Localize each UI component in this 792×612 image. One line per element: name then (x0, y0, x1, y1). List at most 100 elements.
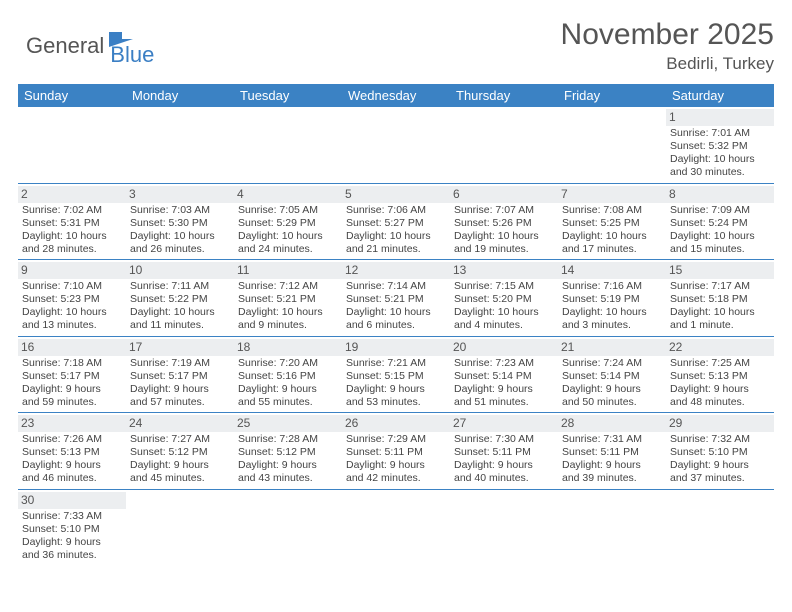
sunset-line: Sunset: 5:24 PM (670, 217, 770, 230)
sunset-line: Sunset: 5:21 PM (238, 293, 338, 306)
sunrise-line: Sunrise: 7:33 AM (22, 510, 122, 523)
calendar-cell: 22Sunrise: 7:25 AMSunset: 5:13 PMDayligh… (666, 337, 774, 413)
calendar-cell: 24Sunrise: 7:27 AMSunset: 5:12 PMDayligh… (126, 413, 234, 489)
sunrise-line: Sunrise: 7:28 AM (238, 433, 338, 446)
sunrise-line: Sunrise: 7:08 AM (562, 204, 662, 217)
calendar-cell: 26Sunrise: 7:29 AMSunset: 5:11 PMDayligh… (342, 413, 450, 489)
calendar-cell: 1Sunrise: 7:01 AMSunset: 5:32 PMDaylight… (666, 107, 774, 183)
calendar-cell-blank (342, 107, 450, 183)
sunset-line: Sunset: 5:15 PM (346, 370, 446, 383)
day-of-week: Tuesday (234, 84, 342, 107)
day-number: 5 (342, 186, 450, 203)
calendar-cell: 10Sunrise: 7:11 AMSunset: 5:22 PMDayligh… (126, 260, 234, 336)
day-of-week-row: SundayMondayTuesdayWednesdayThursdayFrid… (18, 84, 774, 107)
daylight-line: and 19 minutes. (454, 243, 554, 256)
day-number: 23 (18, 415, 126, 432)
sunrise-line: Sunrise: 7:24 AM (562, 357, 662, 370)
day-of-week: Friday (558, 84, 666, 107)
day-number: 12 (342, 262, 450, 279)
calendar-cell: 9Sunrise: 7:10 AMSunset: 5:23 PMDaylight… (18, 260, 126, 336)
logo: General Blue (26, 24, 154, 68)
daylight-line: and 53 minutes. (346, 396, 446, 409)
daylight-line: Daylight: 9 hours (562, 383, 662, 396)
day-number: 6 (450, 186, 558, 203)
sunrise-line: Sunrise: 7:23 AM (454, 357, 554, 370)
calendar-cell: 23Sunrise: 7:26 AMSunset: 5:13 PMDayligh… (18, 413, 126, 489)
calendar: SundayMondayTuesdayWednesdayThursdayFrid… (18, 84, 774, 565)
sunset-line: Sunset: 5:10 PM (22, 523, 122, 536)
daylight-line: and 51 minutes. (454, 396, 554, 409)
day-of-week: Saturday (666, 84, 774, 107)
daylight-line: Daylight: 9 hours (22, 383, 122, 396)
sunrise-line: Sunrise: 7:11 AM (130, 280, 230, 293)
day-number: 18 (234, 339, 342, 356)
day-number: 29 (666, 415, 774, 432)
calendar-cell: 19Sunrise: 7:21 AMSunset: 5:15 PMDayligh… (342, 337, 450, 413)
daylight-line: Daylight: 10 hours (22, 306, 122, 319)
day-number: 28 (558, 415, 666, 432)
daylight-line: and 37 minutes. (670, 472, 770, 485)
daylight-line: and 48 minutes. (670, 396, 770, 409)
logo-text-general: General (26, 33, 104, 59)
daylight-line: Daylight: 10 hours (562, 230, 662, 243)
sunrise-line: Sunrise: 7:14 AM (346, 280, 446, 293)
calendar-cell: 18Sunrise: 7:20 AMSunset: 5:16 PMDayligh… (234, 337, 342, 413)
day-number: 25 (234, 415, 342, 432)
calendar-cell: 12Sunrise: 7:14 AMSunset: 5:21 PMDayligh… (342, 260, 450, 336)
day-number: 24 (126, 415, 234, 432)
sunrise-line: Sunrise: 7:32 AM (670, 433, 770, 446)
calendar-cell: 25Sunrise: 7:28 AMSunset: 5:12 PMDayligh… (234, 413, 342, 489)
calendar-cell: 20Sunrise: 7:23 AMSunset: 5:14 PMDayligh… (450, 337, 558, 413)
daylight-line: and 28 minutes. (22, 243, 122, 256)
day-number: 13 (450, 262, 558, 279)
daylight-line: Daylight: 9 hours (22, 459, 122, 472)
sunrise-line: Sunrise: 7:30 AM (454, 433, 554, 446)
sunrise-line: Sunrise: 7:07 AM (454, 204, 554, 217)
day-number: 4 (234, 186, 342, 203)
calendar-cell-blank (342, 490, 450, 566)
daylight-line: and 13 minutes. (22, 319, 122, 332)
calendar-cell: 5Sunrise: 7:06 AMSunset: 5:27 PMDaylight… (342, 184, 450, 260)
day-number: 11 (234, 262, 342, 279)
daylight-line: and 57 minutes. (130, 396, 230, 409)
calendar-cell: 2Sunrise: 7:02 AMSunset: 5:31 PMDaylight… (18, 184, 126, 260)
daylight-line: Daylight: 10 hours (670, 153, 770, 166)
location-title: Bedirli, Turkey (561, 54, 774, 74)
title-block: November 2025 Bedirli, Turkey (561, 18, 774, 74)
daylight-line: and 30 minutes. (670, 166, 770, 179)
day-number: 30 (18, 492, 126, 509)
sunset-line: Sunset: 5:11 PM (562, 446, 662, 459)
sunrise-line: Sunrise: 7:20 AM (238, 357, 338, 370)
sunrise-line: Sunrise: 7:25 AM (670, 357, 770, 370)
sunset-line: Sunset: 5:32 PM (670, 140, 770, 153)
week-row: 16Sunrise: 7:18 AMSunset: 5:17 PMDayligh… (18, 337, 774, 414)
day-of-week: Sunday (18, 84, 126, 107)
daylight-line: and 45 minutes. (130, 472, 230, 485)
calendar-cell: 16Sunrise: 7:18 AMSunset: 5:17 PMDayligh… (18, 337, 126, 413)
sunset-line: Sunset: 5:29 PM (238, 217, 338, 230)
sunset-line: Sunset: 5:11 PM (454, 446, 554, 459)
day-number: 14 (558, 262, 666, 279)
sunrise-line: Sunrise: 7:19 AM (130, 357, 230, 370)
daylight-line: Daylight: 10 hours (670, 306, 770, 319)
calendar-cell: 14Sunrise: 7:16 AMSunset: 5:19 PMDayligh… (558, 260, 666, 336)
calendar-cell: 6Sunrise: 7:07 AMSunset: 5:26 PMDaylight… (450, 184, 558, 260)
daylight-line: Daylight: 10 hours (454, 306, 554, 319)
sunrise-line: Sunrise: 7:26 AM (22, 433, 122, 446)
day-number: 16 (18, 339, 126, 356)
calendar-cell: 21Sunrise: 7:24 AMSunset: 5:14 PMDayligh… (558, 337, 666, 413)
calendar-cell: 8Sunrise: 7:09 AMSunset: 5:24 PMDaylight… (666, 184, 774, 260)
sunset-line: Sunset: 5:13 PM (22, 446, 122, 459)
daylight-line: and 46 minutes. (22, 472, 122, 485)
sunrise-line: Sunrise: 7:12 AM (238, 280, 338, 293)
daylight-line: Daylight: 10 hours (346, 306, 446, 319)
week-row: 1Sunrise: 7:01 AMSunset: 5:32 PMDaylight… (18, 107, 774, 184)
sunrise-line: Sunrise: 7:15 AM (454, 280, 554, 293)
sunrise-line: Sunrise: 7:09 AM (670, 204, 770, 217)
sunset-line: Sunset: 5:12 PM (238, 446, 338, 459)
daylight-line: Daylight: 9 hours (130, 459, 230, 472)
sunrise-line: Sunrise: 7:21 AM (346, 357, 446, 370)
calendar-cell-blank (450, 107, 558, 183)
daylight-line: and 39 minutes. (562, 472, 662, 485)
daylight-line: and 4 minutes. (454, 319, 554, 332)
